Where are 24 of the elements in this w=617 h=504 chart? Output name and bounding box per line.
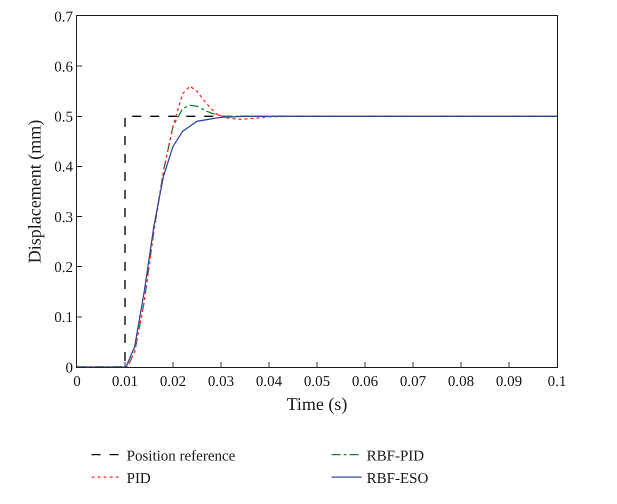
x-tick-label: 0.05 — [304, 374, 330, 390]
x-tick-label: 0.02 — [160, 374, 186, 390]
y-tick-label: 0.4 — [54, 160, 74, 176]
x-tick-label: 0.07 — [400, 374, 427, 390]
legend-label: RBF-ESO — [366, 471, 428, 487]
legend-label: PID — [126, 471, 151, 487]
y-tick-label: 0.1 — [54, 310, 73, 326]
x-tick-label: 0.08 — [448, 374, 474, 390]
y-axis-title: Displacement (mm) — [24, 120, 44, 264]
x-tick-label: 0.04 — [256, 374, 283, 390]
y-tick-label: 0.7 — [54, 9, 74, 26]
y-tick-label: 0.6 — [54, 59, 74, 76]
x-axis-title: Time (s) — [286, 394, 348, 414]
y-tick-label: 0.2 — [54, 260, 73, 276]
legend-label: Position reference — [126, 448, 236, 464]
x-tick-label: 0.01 — [112, 374, 138, 390]
x-tick-label: 0.03 — [208, 374, 234, 390]
y-tick-label: 0 — [66, 360, 73, 376]
y-tick-label: 0.5 — [54, 110, 73, 126]
legend-label: RBF-PID — [366, 448, 424, 464]
x-tick-label: 0.1 — [548, 374, 566, 390]
y-tick-label: 0.3 — [54, 210, 73, 226]
x-tick-label: 0.09 — [496, 374, 522, 390]
x-tick-label: 0.06 — [352, 374, 379, 390]
